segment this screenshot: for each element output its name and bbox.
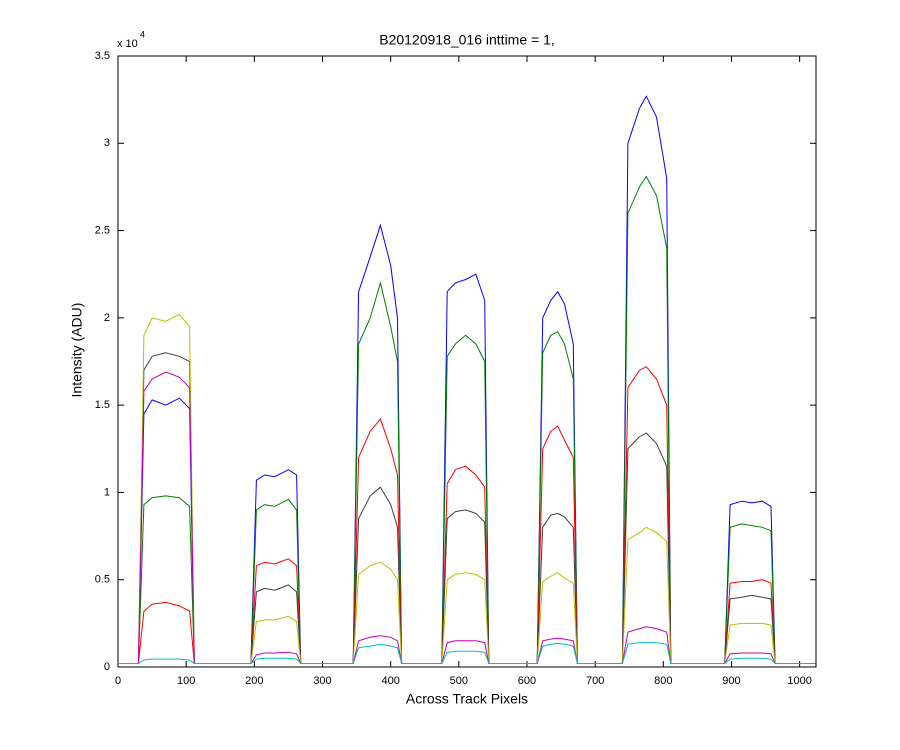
plot-frame [117,55,817,668]
x-tick-label: 500 [450,675,468,687]
x-tick-label: 0 [115,675,121,687]
chart-title: B20120918_016 inttime = 1, [379,32,555,48]
y-exponent: x 10 [117,38,138,50]
x-tick-label: 600 [518,675,536,687]
y-tick-label: 3 [104,137,110,149]
y-axis-label: Intensity (ADU) [69,303,85,398]
x-tick-label: 100 [177,675,195,687]
y-exponent-power: 4 [140,29,145,39]
x-tick-label: 800 [654,675,672,687]
y-tick-label: 0.5 [95,574,110,586]
y-tick-label: 1 [104,486,110,498]
y-tick-label: 0 [104,661,110,673]
series-line [118,313,816,664]
x-tick-label: 400 [381,675,399,687]
y-tick-label: 3.5 [95,50,110,62]
y-tick-label: 1.5 [95,399,110,411]
series-line [118,175,816,664]
x-axis-label: Across Track Pixels [406,691,528,707]
x-tick-label: 1000 [787,675,811,687]
series-line [118,642,816,664]
y-tick-label: 2 [104,312,110,324]
y-tick-label: 2.5 [95,224,110,236]
x-tick-label: 200 [245,675,263,687]
x-tick-label: 700 [586,675,604,687]
x-tick-label: 900 [722,675,740,687]
series-line [118,352,816,664]
x-tick-label: 300 [313,675,331,687]
series-line [118,371,816,664]
